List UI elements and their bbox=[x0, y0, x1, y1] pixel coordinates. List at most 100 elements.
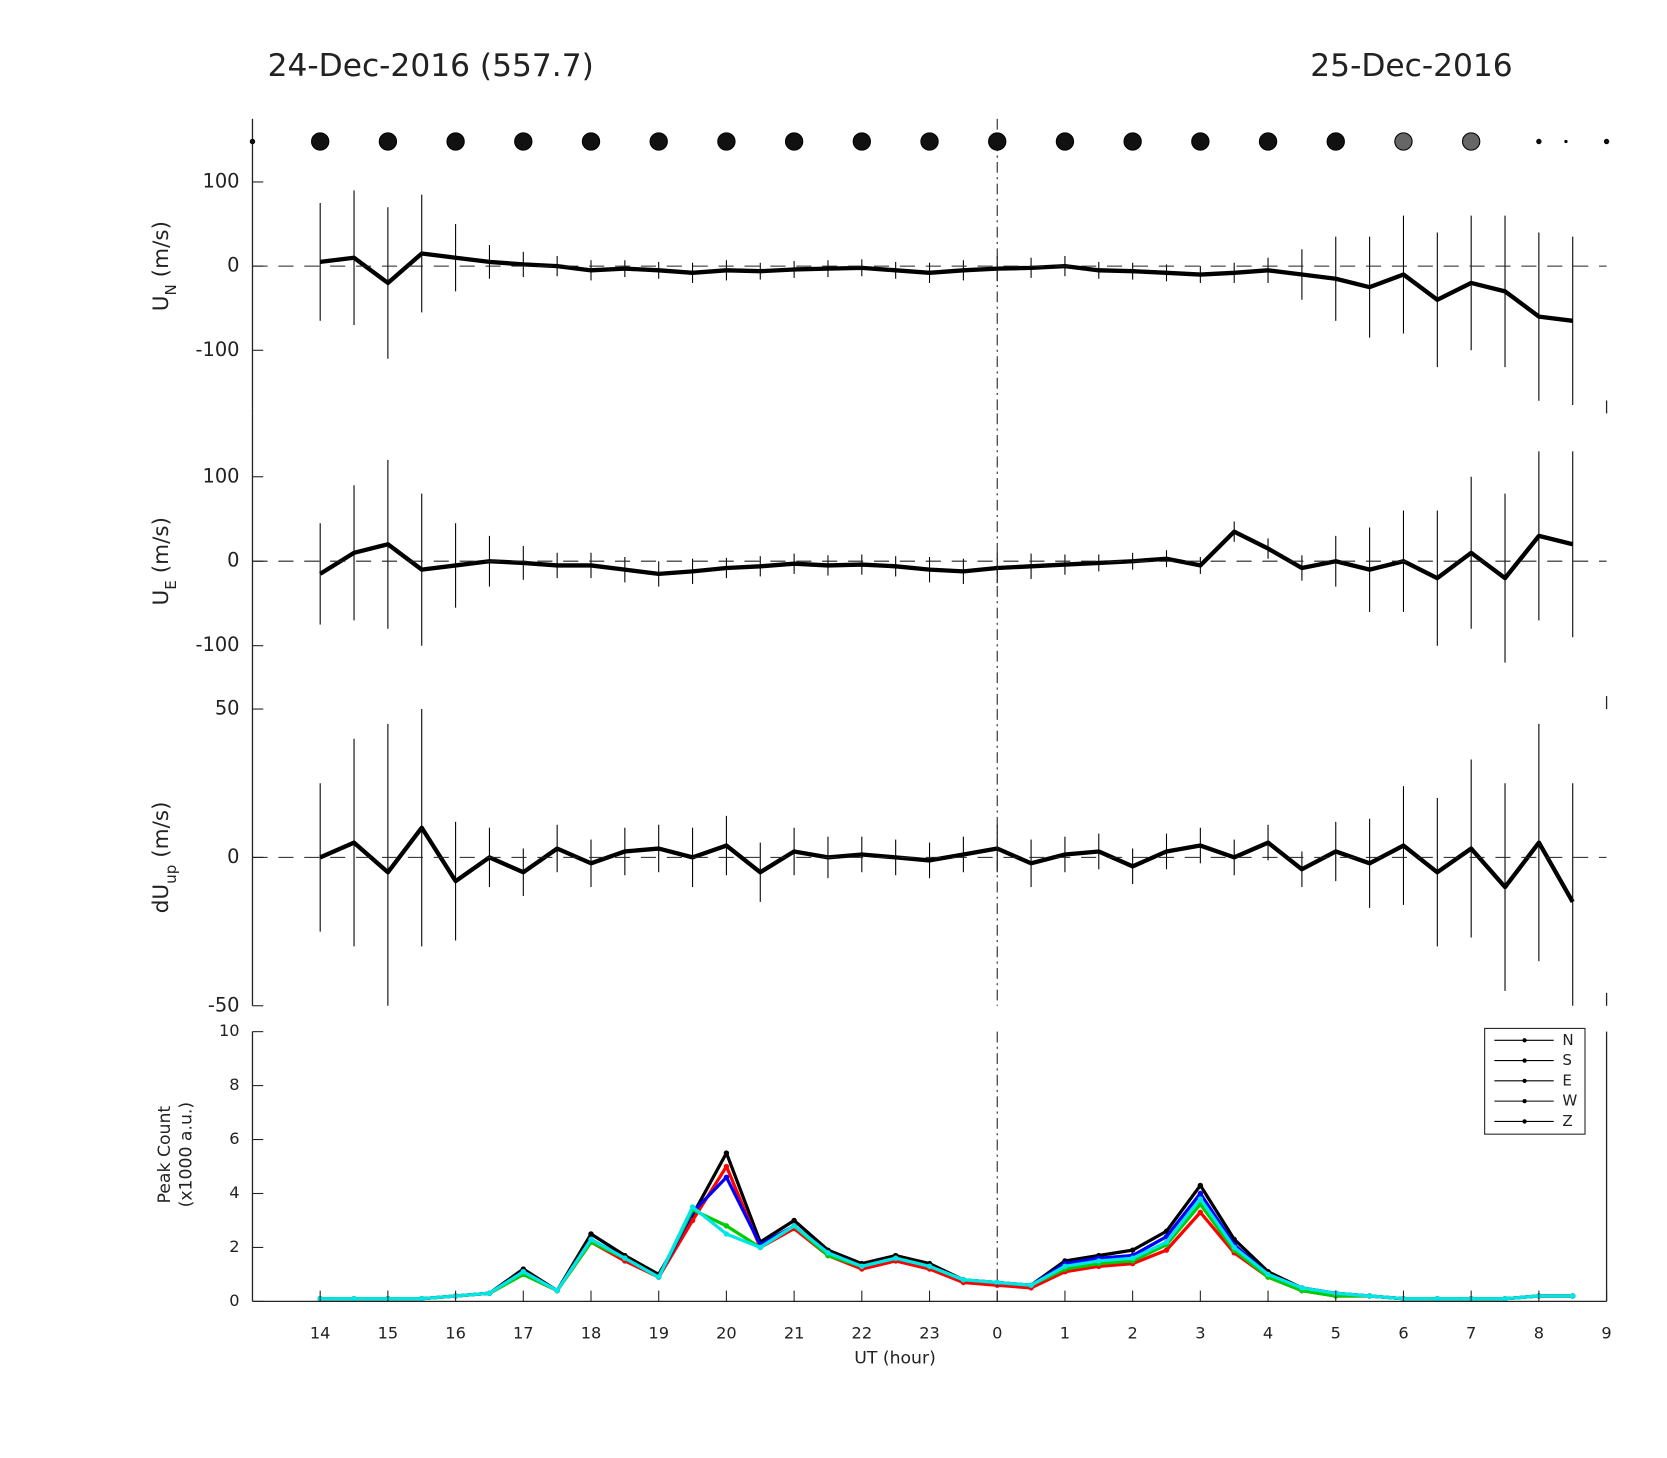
y-label-part: dU bbox=[149, 884, 174, 913]
y-tick-label: 4 bbox=[229, 1183, 239, 1202]
cloud-marker bbox=[1564, 139, 1568, 144]
cloud-marker bbox=[920, 132, 939, 151]
y-tick-label: 2 bbox=[229, 1237, 239, 1256]
wind-line bbox=[319, 825, 1575, 904]
count-dot bbox=[656, 1274, 662, 1280]
count-dot bbox=[723, 1163, 730, 1170]
x-tick-label: 18 bbox=[581, 1323, 602, 1342]
y-tick-label: 0 bbox=[227, 549, 239, 572]
x-tick-label: 22 bbox=[852, 1323, 873, 1342]
count-dot bbox=[1197, 1196, 1204, 1202]
y-label-subscript: up bbox=[161, 865, 179, 884]
y-tick-label: -50 bbox=[208, 993, 240, 1016]
y-tick-label: 50 bbox=[215, 697, 240, 720]
y-label-part: (m/s) bbox=[149, 221, 174, 284]
y-axis-label: UN (m/s) bbox=[149, 221, 179, 311]
title-left: 24-Dec-2016 (557.7) bbox=[268, 48, 594, 84]
y-axis-label: Peak Count bbox=[155, 1106, 175, 1204]
y-label-part: U bbox=[149, 590, 174, 606]
cloud-marker bbox=[311, 132, 330, 151]
count-dot bbox=[1299, 1285, 1305, 1291]
cloud-marker bbox=[1394, 132, 1413, 151]
count-dot bbox=[1366, 1293, 1373, 1299]
count-dot bbox=[1163, 1239, 1170, 1245]
y-tick-label: 0 bbox=[229, 1291, 239, 1310]
plot-area bbox=[319, 451, 1574, 663]
y-tick-label: -100 bbox=[195, 338, 239, 361]
cloud-marker bbox=[784, 132, 804, 151]
x-tick-label: 16 bbox=[445, 1323, 466, 1342]
legend-dot bbox=[1522, 1058, 1527, 1063]
y-tick-label: 0 bbox=[227, 254, 239, 277]
legend-label: W bbox=[1562, 1092, 1577, 1110]
cloud-marker bbox=[1258, 132, 1278, 151]
count-dot bbox=[892, 1255, 899, 1261]
legend-dot bbox=[1522, 1078, 1527, 1084]
cloud-marker bbox=[514, 132, 533, 151]
y-tick-label: 0 bbox=[227, 845, 239, 868]
cloud-marker bbox=[581, 132, 601, 151]
legend-label: N bbox=[1562, 1031, 1573, 1049]
count-dot bbox=[757, 1244, 763, 1251]
count-dot bbox=[1265, 1271, 1271, 1278]
x-tick-label: 9 bbox=[1601, 1323, 1611, 1342]
count-dot bbox=[1028, 1282, 1034, 1288]
y-tick-label: 100 bbox=[202, 169, 239, 192]
cloud-marker bbox=[1055, 132, 1075, 151]
x-tick-label: 8 bbox=[1534, 1323, 1544, 1342]
count-dot bbox=[960, 1277, 967, 1283]
count-dot bbox=[1129, 1255, 1136, 1261]
cloud-marker bbox=[378, 132, 398, 151]
legend-label: S bbox=[1562, 1051, 1572, 1069]
x-tick-label: 4 bbox=[1263, 1323, 1273, 1342]
count-dot bbox=[1197, 1209, 1204, 1216]
x-tick-label: 2 bbox=[1127, 1323, 1137, 1342]
x-tick-label: 20 bbox=[716, 1323, 737, 1342]
y-axis-label: UE (m/s) bbox=[149, 517, 179, 606]
cloud-marker bbox=[717, 132, 736, 151]
x-tick-label: 5 bbox=[1331, 1323, 1341, 1342]
cloud-marker bbox=[1603, 138, 1610, 145]
cloud-marker bbox=[1536, 138, 1542, 145]
x-tick-label: 19 bbox=[648, 1323, 669, 1342]
cloud-marker bbox=[1191, 132, 1210, 151]
plot-area bbox=[317, 1150, 1576, 1302]
x-axis-label: UT (hour) bbox=[854, 1349, 936, 1369]
y-label-part: U bbox=[149, 295, 174, 311]
x-tick-label: 0 bbox=[992, 1323, 1002, 1342]
count-dot bbox=[1197, 1190, 1204, 1197]
cloud-marker bbox=[249, 138, 256, 145]
count-line bbox=[320, 1202, 1573, 1301]
plot-area bbox=[319, 190, 1574, 405]
x-tick-label: 23 bbox=[919, 1323, 940, 1342]
y-tick-label: 100 bbox=[202, 464, 239, 487]
count-dot bbox=[554, 1287, 560, 1294]
count-dot bbox=[859, 1263, 865, 1270]
y-label-subscript: N bbox=[161, 284, 179, 295]
cloud-marker bbox=[649, 132, 668, 151]
y-axis-label: dUup (m/s) bbox=[149, 801, 179, 913]
y-label-part: (m/s) bbox=[149, 517, 174, 580]
count-line bbox=[320, 1197, 1573, 1301]
count-dot bbox=[1570, 1293, 1576, 1299]
count-dot bbox=[723, 1223, 730, 1229]
count-dot bbox=[1062, 1263, 1068, 1270]
count-dot bbox=[588, 1231, 594, 1237]
cloud-marker bbox=[1123, 132, 1142, 151]
x-tick-label: 21 bbox=[784, 1323, 805, 1342]
wind-line bbox=[319, 529, 1574, 581]
plot-area bbox=[319, 709, 1575, 1006]
x-tick-label: 17 bbox=[513, 1323, 534, 1342]
count-dot bbox=[926, 1263, 933, 1270]
count-dot bbox=[486, 1290, 493, 1296]
count-dot bbox=[1231, 1244, 1237, 1251]
y-tick-label: -100 bbox=[195, 633, 239, 656]
count-dot bbox=[588, 1236, 594, 1243]
x-tick-label: 3 bbox=[1195, 1323, 1205, 1342]
count-dot bbox=[689, 1204, 696, 1210]
count-dot bbox=[1197, 1182, 1204, 1189]
cloud-marker bbox=[1461, 132, 1481, 151]
legend-dot bbox=[1522, 1119, 1527, 1124]
count-dot bbox=[520, 1269, 526, 1275]
legend-dot bbox=[1522, 1098, 1527, 1104]
